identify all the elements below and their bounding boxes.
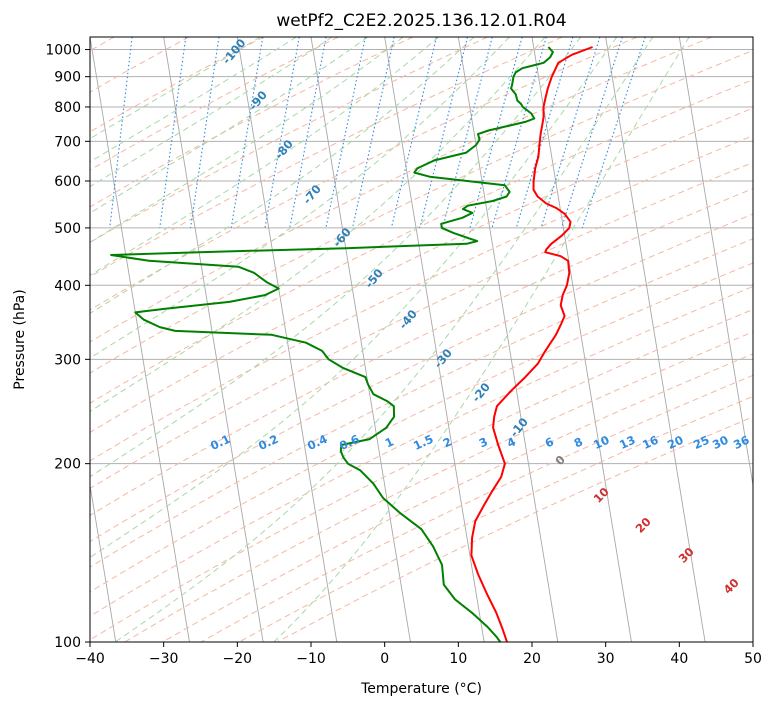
y-tick-label: 200 [54,457,81,473]
skewed-isotherm [90,482,117,642]
y-tick-label: 1000 [45,43,81,59]
x-tick-label: −20 [223,651,253,667]
moist-adiabat [90,37,439,276]
mixing-ratio-line [230,37,264,228]
mixing-ratio-line [289,37,327,229]
x-axis-label: Temperature (°C) [360,681,482,697]
mixing-ratio-line [419,37,469,229]
x-tick-label: 40 [670,651,688,667]
moist-adiabat [90,37,297,163]
mixing-ratio-line [351,37,395,229]
mixing-ratio-line [325,37,366,229]
dewpoint-line [110,46,554,642]
mixing-ratio-line [515,37,574,229]
y-tick-label: 900 [54,70,81,86]
x-tick-label: 20 [523,651,541,667]
y-tick-label: 600 [54,174,81,190]
mixing-ratio-line [264,37,300,228]
mixing-ratio-line [491,37,547,229]
dry-adiabat [238,395,753,642]
y-tick-label: 300 [54,352,81,368]
moist-adiabat [90,37,333,188]
moist-adiabat [90,37,510,359]
skewed-isotherm [384,37,485,642]
mixing-ratio-label: 13 [617,433,637,452]
mixing-ratio-line [390,37,437,229]
x-tick-label: 0 [380,651,389,667]
dry-adiabat [90,37,488,243]
skewed-isotherm [605,37,706,642]
mixing-ratio-label: 25 [691,433,711,452]
dry-adiabat [90,49,753,374]
temperature-line [470,46,593,642]
moist-adiabat [90,37,475,314]
x-tick-label: −10 [296,651,326,667]
skewed-isotherm [678,37,753,488]
mixing-ratio-line [159,37,187,228]
moist-adiabat [273,37,690,642]
skewed-isotherm [90,37,190,642]
dry-adiabat [90,135,753,462]
dry-adiabat [90,37,638,311]
mixing-ratio-line [581,37,646,229]
plot-background-lines [90,37,753,642]
dry-adiabat [90,262,753,593]
skewed-isotherm [531,37,632,642]
y-tick-label: 700 [54,134,81,150]
mixing-ratio-label: 10 [591,433,611,452]
mixing-ratio-line [442,37,493,229]
x-tick-label: 30 [597,651,615,667]
dry-adiabat [90,37,563,278]
moist-adiabat [90,37,582,478]
mixing-ratio-line [469,37,523,229]
mixing-ratio-label: 16 [640,433,660,452]
mixing-ratio-label: 20 [665,433,685,452]
dry-adiabat [90,188,753,516]
y-axis-label: Pressure (hPa) [12,289,28,389]
dry-adiabat [90,79,753,404]
x-tick-label: 10 [449,651,467,667]
moist-adiabat [114,37,654,642]
skewed-isotherm [457,37,559,642]
x-axis-ticks: −40 −30 −20 −10 0 10 20 30 40 50 [75,642,762,667]
moist-adiabat [90,37,368,214]
skewed-isotherm [236,37,338,642]
y-axis-ticks: 100 200 300 400 500 600 700 800 900 1000 [45,43,90,651]
x-tick-label: 50 [744,651,762,667]
dry-adiabat [90,37,414,208]
moist-adiabat [90,37,404,243]
skewed-isotherm [163,37,264,642]
y-tick-label: 400 [54,278,81,294]
x-tick-label: −30 [149,651,179,667]
mixing-ratio-line [560,37,623,229]
moist-adiabat [90,37,546,413]
profile-lines [110,46,593,642]
mixing-ratio-line [109,37,133,228]
dry-adiabat [162,353,753,642]
dry-adiabat [90,285,753,617]
dry-adiabat [90,37,339,171]
dry-adiabat [90,107,753,433]
mixing-ratio-label: 36 [731,433,751,452]
mixing-ratio-line [540,37,601,229]
chart-title: wetPf2_C2E2.2025.136.12.01.R04 [276,11,566,31]
mixing-ratio-line [190,37,220,228]
x-tick-label: −40 [75,651,105,667]
mixing-ratio-label: 30 [710,433,730,452]
plot-frame [89,36,754,643]
y-tick-label: 500 [54,221,81,237]
y-tick-label: 800 [54,100,81,116]
dry-adiabat [90,161,753,490]
y-tick-label: 100 [54,635,81,651]
dry-adiabat [124,331,753,642]
